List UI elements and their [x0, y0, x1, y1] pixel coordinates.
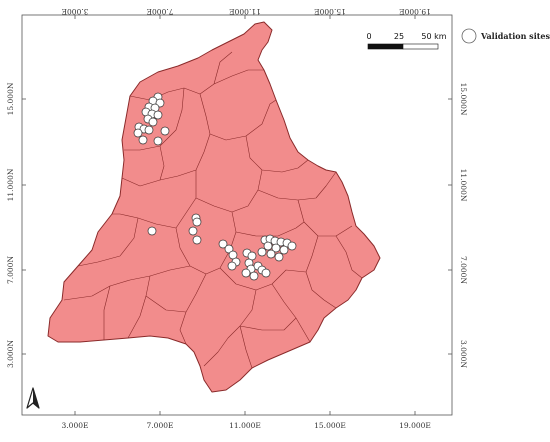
site-marker [218, 239, 228, 249]
site-marker [249, 271, 259, 281]
legend-label: Validation sites [480, 31, 550, 41]
site-marker [261, 268, 271, 278]
site-marker [148, 117, 158, 127]
bottom-x-tick-3: 11.000E [229, 421, 261, 430]
site-marker [263, 241, 273, 251]
left-y-tick-4: 3.000N [6, 340, 15, 368]
bottom-x-tick-4: 15.000E [314, 421, 346, 430]
site-marker [224, 244, 234, 254]
top-x-tick-labels: 3.000E 7.000E 11.000E 15.000E 19.000E [62, 7, 431, 16]
left-y-tick-labels: 15.000N 11.000N 7.000N 3.000N [6, 82, 15, 368]
top-x-tick-5: 19.000E [399, 7, 431, 16]
site-marker [279, 245, 289, 255]
right-y-tick-1: 15.000N [459, 83, 468, 116]
site-marker [271, 243, 281, 253]
top-x-tick-1: 3.000E [62, 7, 89, 16]
bottom-x-tick-1: 3.000E [62, 421, 89, 430]
scale-bar: 0 25 50 km [366, 32, 447, 50]
right-y-tick-3: 7.000N [459, 256, 468, 284]
right-y-tick-4: 3.000N [459, 340, 468, 368]
top-x-tick-4: 15.000E [314, 7, 346, 16]
site-marker [147, 226, 157, 236]
district-boundaries [63, 51, 363, 369]
site-marker [138, 135, 148, 145]
site-marker [227, 261, 237, 271]
site-marker [241, 268, 251, 278]
site-marker [153, 136, 163, 146]
legend: Validation sites [461, 28, 550, 44]
site-marker [257, 247, 267, 257]
bottom-x-tick-labels: 3.000E 7.000E 11.000E 15.000E 19.000E [62, 421, 431, 430]
right-y-tick-2: 11.000N [459, 169, 468, 202]
state-region [47, 21, 381, 393]
site-marker [192, 235, 202, 245]
site-marker [188, 226, 198, 236]
top-x-tick-2: 7.000E [147, 7, 174, 16]
map-frame [21, 14, 453, 416]
north-arrow-icon [26, 387, 40, 409]
left-y-tick-2: 11.000N [6, 168, 15, 201]
site-marker [192, 217, 202, 227]
top-x-tick-3: 11.000E [229, 7, 261, 16]
site-marker [274, 252, 284, 262]
left-y-tick-3: 7.000N [6, 256, 15, 284]
tick-marks [22, 15, 452, 415]
site-marker [153, 110, 163, 120]
legend-marker-icon [461, 28, 477, 44]
bottom-x-tick-5: 19.000E [399, 421, 431, 430]
bottom-x-tick-2: 7.000E [147, 421, 174, 430]
scale-label-25: 25 [394, 32, 404, 41]
site-marker [144, 125, 154, 135]
site-marker [287, 241, 297, 251]
site-marker [266, 249, 276, 259]
site-marker [160, 126, 170, 136]
right-y-tick-labels: 15.000N 11.000N 7.000N 3.000N [459, 83, 468, 369]
validation-sites [133, 92, 297, 281]
scale-label-50: 50 km [421, 32, 446, 41]
left-y-tick-1: 15.000N [6, 82, 15, 115]
scale-label-0: 0 [366, 32, 371, 41]
site-marker [133, 128, 143, 138]
